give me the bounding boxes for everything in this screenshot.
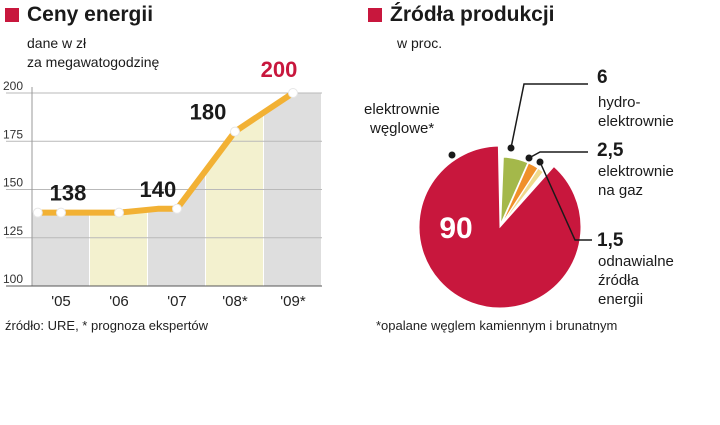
y-tick-label: 200	[3, 79, 23, 93]
leader-dot	[525, 154, 533, 162]
data-label: 140	[140, 177, 177, 202]
title-marker-square	[368, 8, 382, 22]
x-tick-label: '06	[109, 293, 129, 310]
leader-line	[510, 83, 588, 149]
pie-category-label: hydro-	[598, 94, 641, 111]
right-footnote: *opalane węglem kamiennym i brunatnym	[376, 318, 618, 333]
title-marker-square	[5, 8, 19, 22]
pie-category-label: węglowe*	[369, 120, 434, 137]
leader-line	[539, 161, 592, 241]
pie-value-label: 2,5	[597, 140, 624, 161]
left-chart-subtitle: dane w zł za megawatogodzinę	[27, 34, 159, 72]
x-tick-label: '09*	[280, 293, 306, 310]
leader-dot	[507, 144, 515, 152]
x-tick-label: '07	[167, 293, 187, 310]
pie-slice	[418, 145, 582, 309]
pie-value-label: 1,5	[597, 230, 624, 251]
right-title-text: Źródła produkcji	[390, 3, 555, 26]
data-point-marker	[172, 203, 182, 214]
pie-slice	[501, 167, 544, 225]
leader-dot	[448, 151, 456, 159]
left-chart-title: Ceny energii	[5, 3, 153, 27]
left-source-note: źródło: URE, * prognoza ekspertów	[5, 318, 209, 333]
left-title-text: Ceny energii	[27, 3, 154, 26]
price-line-chart: 100 125 150 175 200 '05 '06 '07 '08* '09* 138 140 18…	[3, 57, 322, 310]
data-point-marker	[230, 126, 240, 137]
pie-category-label: energii	[598, 291, 643, 308]
pie-category-label: elektrownie	[364, 101, 440, 118]
pie-category-label: źródła	[598, 272, 640, 289]
data-point-marker	[288, 88, 298, 98]
x-tick-label: '08*	[222, 293, 248, 310]
leader-dot	[536, 158, 544, 166]
production-pie-chart: 90 elektrownie węglowe* 6 hydro-elektrownie 2…	[364, 67, 674, 309]
data-label: 180	[190, 100, 227, 125]
data-label: 200	[261, 57, 298, 82]
x-tick-label: '05	[51, 293, 71, 310]
data-point-marker	[32, 207, 43, 218]
pie-slice	[500, 156, 529, 225]
y-tick-label: 100	[3, 272, 23, 286]
pie-value-label: 6	[597, 67, 608, 88]
data-point-marker	[114, 207, 124, 218]
y-tick-label: 175	[3, 127, 23, 141]
left-subtitle-line2: za megawatogodzinę	[27, 54, 160, 70]
pie-category-label: elektrownie	[598, 163, 674, 180]
left-subtitle-line1: dane w zł	[27, 35, 87, 51]
pie-category-label: elektrownie	[598, 113, 674, 130]
pie-category-label: odnawialne	[598, 253, 674, 270]
data-point-marker	[56, 207, 66, 218]
pie-category-label: na gaz	[598, 182, 643, 199]
y-tick-label: 125	[3, 224, 23, 238]
right-chart-title: Źródła produkcji	[368, 3, 555, 27]
leader-line	[528, 151, 588, 159]
pie-value-label: 90	[439, 212, 472, 245]
data-label: 138	[50, 181, 87, 206]
y-tick-label: 150	[3, 176, 23, 190]
right-chart-subtitle: w proc.	[397, 35, 443, 51]
